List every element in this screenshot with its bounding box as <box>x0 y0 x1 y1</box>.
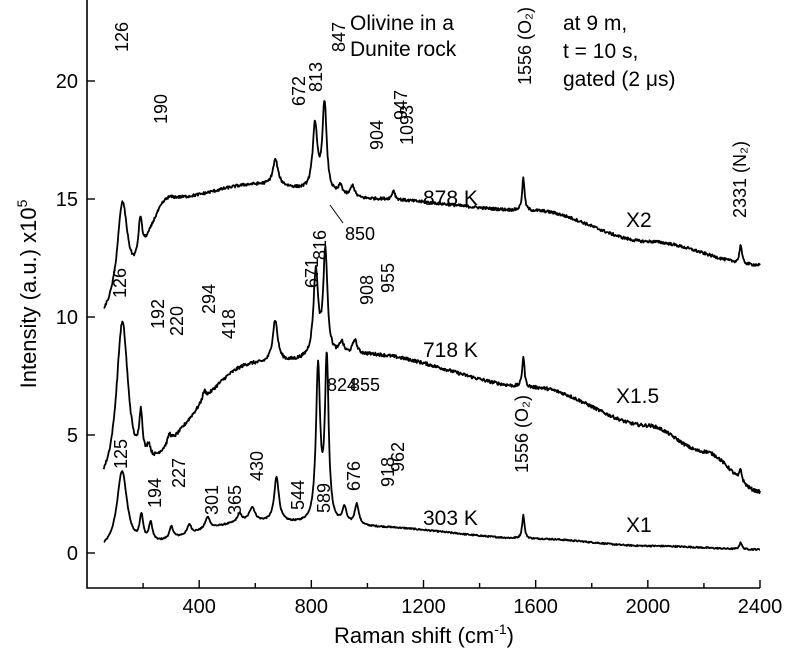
peak-label-1-816: 816 <box>310 230 330 260</box>
y-axis-ticks: 0 5 10 15 20 <box>56 71 95 565</box>
peak-label-2-813: 813 <box>306 62 326 92</box>
x-tick-label-400: 400 <box>182 596 215 618</box>
x-axis-title: Raman shift (cm-1) <box>334 621 514 648</box>
sample-annotation: Olivine in a Dunite rock <box>350 12 460 61</box>
multiplier-x1: X1 <box>626 514 652 537</box>
peak-label-1-192: 192 <box>148 299 168 329</box>
multiplier-x1-5: X1.5 <box>616 385 659 408</box>
x-tick-label-2000: 2000 <box>626 596 671 618</box>
peak-label-2-947: 947 <box>391 90 411 120</box>
multiplier-x2: X2 <box>626 209 652 232</box>
x-axis-ticks: 400 800 1200 1600 2000 2400 <box>142 580 783 618</box>
peak-label-1-126: 126 <box>110 268 130 298</box>
spectrum-303k <box>103 351 761 551</box>
peak-label-2-126: 126 <box>112 22 132 52</box>
peak-label-2-1093: 1093 <box>397 105 417 145</box>
peak-label-0-194: 194 <box>145 478 165 508</box>
peak-label-2-847: 847 <box>329 22 349 52</box>
peak-label-1-294: 294 <box>199 284 219 314</box>
peak-label-1-418: 418 <box>219 309 239 339</box>
peak-label-1-955: 955 <box>378 263 398 293</box>
temp-label-878k: 878 K <box>423 187 478 210</box>
leader-lines <box>329 204 344 224</box>
peak-label-1-220: 220 <box>167 306 187 336</box>
y-tick-label-20: 20 <box>56 71 78 93</box>
peak-label-1-850: 850 <box>345 224 375 244</box>
peak-label-0-918: 918 <box>378 457 398 487</box>
peak-label-2-2331: 2331 (N₂) <box>730 141 750 218</box>
y-tick-label-0: 0 <box>67 543 78 565</box>
x-tick-label-2400: 2400 <box>738 596 783 618</box>
peak-label-0-430: 430 <box>247 451 267 481</box>
spectrum-878k <box>103 100 761 309</box>
peak-label-1-908: 908 <box>357 275 377 305</box>
peak-label-0-227: 227 <box>169 458 189 488</box>
peak-label-2-672: 672 <box>289 76 309 106</box>
y-tick-label-5: 5 <box>67 425 78 447</box>
peak-label-2-904: 904 <box>367 120 387 150</box>
spectrum-718k <box>102 245 761 495</box>
peak-label-0-676: 676 <box>344 461 364 491</box>
x-tick-label-1200: 1200 <box>401 596 446 618</box>
peak-label-0-589: 589 <box>314 483 334 513</box>
peak-label-0-962: 962 <box>388 442 408 472</box>
peak-label-0-365: 365 <box>225 485 245 515</box>
spectra <box>102 100 761 551</box>
peak-label-2-1556: 1556 (O₂) <box>515 7 535 85</box>
temp-label-303k: 303 K <box>423 507 478 530</box>
y-axis-title: Intensity (a.u.) x105 <box>14 199 41 388</box>
x-tick-label-800: 800 <box>295 596 328 618</box>
peak-label-0-301: 301 <box>202 485 222 515</box>
peak-label-0-125: 125 <box>111 439 131 469</box>
y-tick-label-15: 15 <box>56 189 78 211</box>
peak-label-1-671: 671 <box>302 258 322 288</box>
peak-label-0-824: 824 <box>327 375 357 395</box>
conditions-annotation: at 9 m, t = 10 s, gated (2 μs) <box>563 12 676 91</box>
peak-label-0-855: 855 <box>350 375 380 395</box>
peak-label-0-544: 544 <box>288 480 308 510</box>
temp-label-718k: 718 K <box>423 339 478 362</box>
y-tick-label-10: 10 <box>56 307 78 329</box>
peak-label-0-1556: 1556 (O₂) <box>512 395 532 473</box>
peak-label-2-190: 190 <box>151 94 171 124</box>
x-tick-label-1600: 1600 <box>513 596 558 618</box>
